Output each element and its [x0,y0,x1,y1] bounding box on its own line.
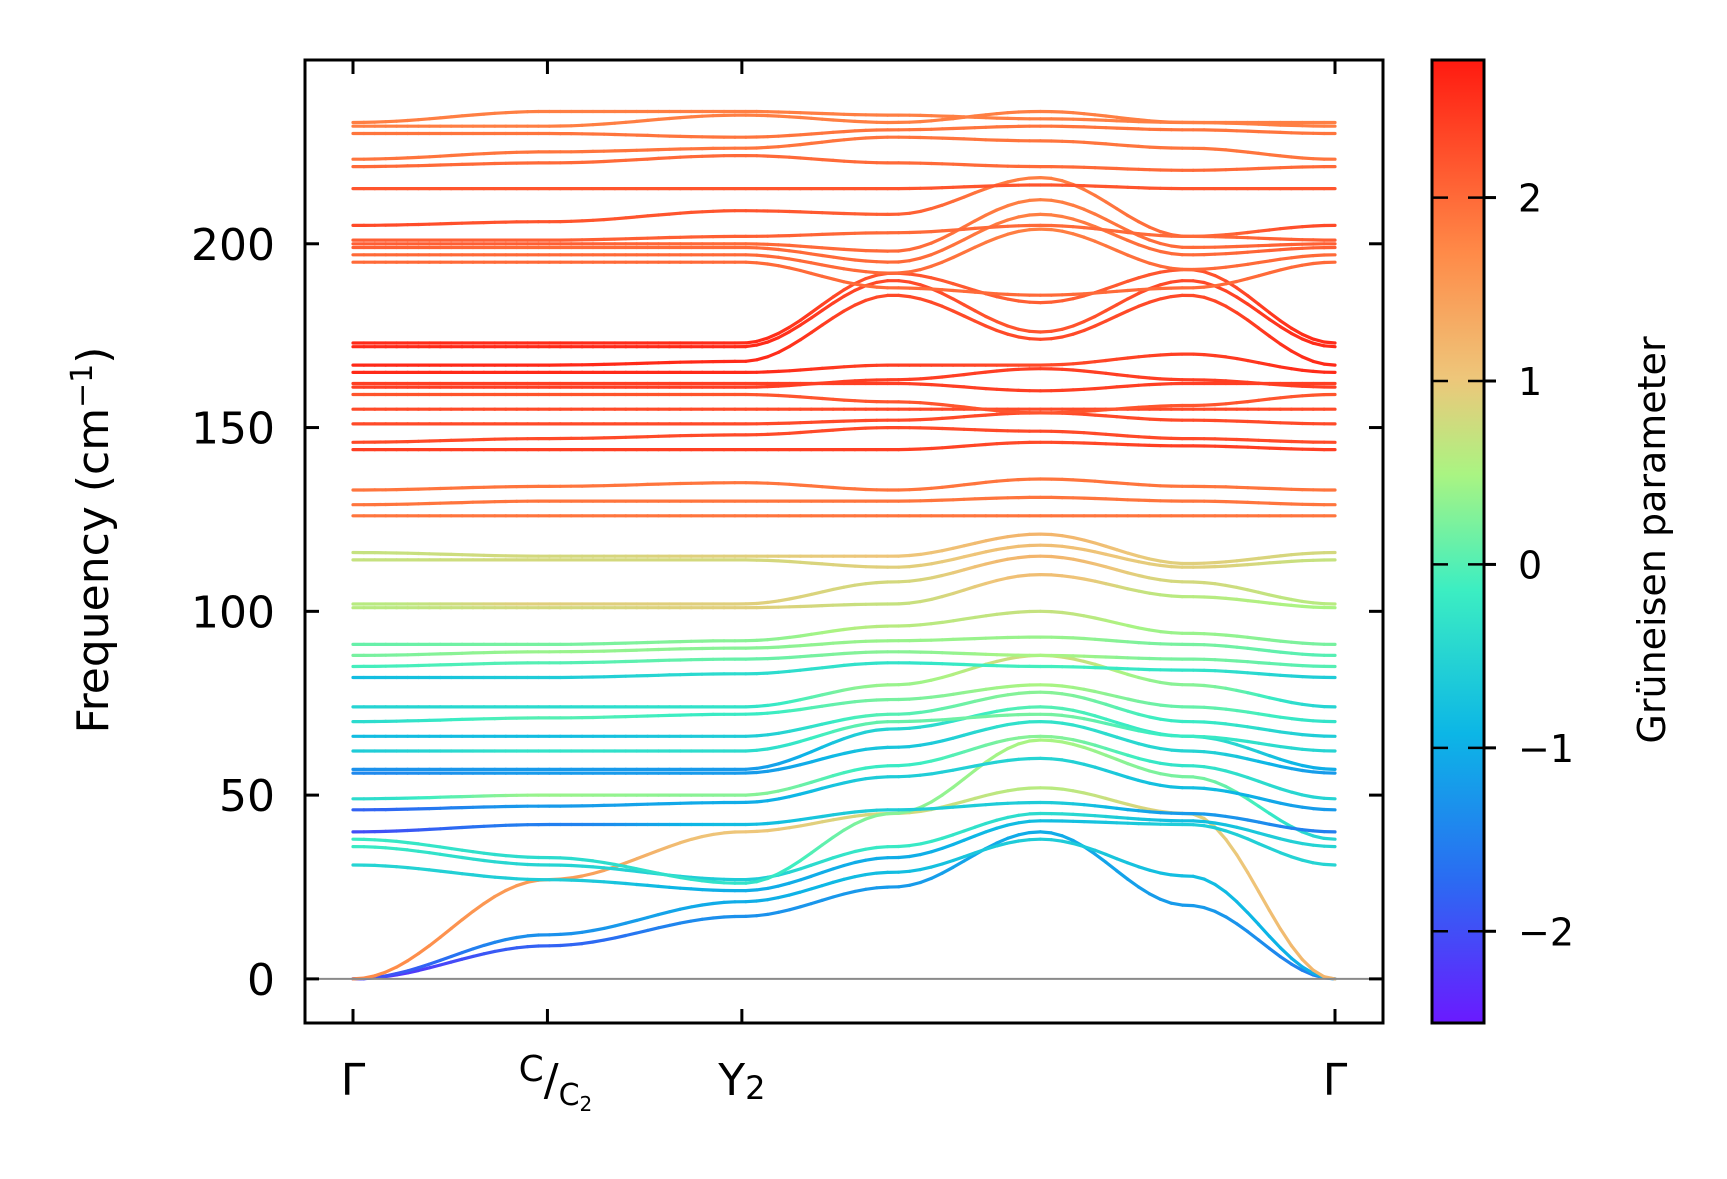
band-27 [351,440,1337,452]
x-tick-label: Y2 [717,1055,765,1107]
y-ticks: 0 50 100 150 200 [191,220,1383,1006]
band-9 [351,734,1337,801]
band-lines [351,109,1337,981]
band-45 [351,154,1337,172]
band-25 [351,495,1337,507]
colorbar [1430,58,1486,1025]
band-28 [351,426,1337,444]
y-tick-label: 50 [219,771,275,822]
band-31 [351,392,1337,415]
band-29 [351,411,1337,426]
band-47 [351,124,1337,139]
band-23 [351,532,1337,566]
y-tick-label: 100 [191,587,275,638]
band-37 [351,268,1337,345]
band-8 [351,756,1337,812]
band-40 [351,212,1337,264]
y-axis-title: Frequency (cm−1) [65,347,119,734]
band-44 [351,183,1337,191]
x-tick-label: C/C2 [519,1049,593,1116]
band-43 [351,176,1337,238]
band-22 [351,543,1337,569]
y-tick-label: 150 [191,404,275,455]
band-19 [351,609,1337,647]
x-tick-label: Γ [341,1055,366,1106]
band-11 [351,705,1337,772]
band-13 [351,690,1337,738]
band-20 [351,572,1337,610]
band-18 [351,635,1337,658]
band-2 [351,837,1337,981]
band-26 [351,477,1337,492]
colorbar-tick-label: 2 [1518,177,1542,221]
band-10 [351,719,1337,775]
band-6 [351,738,1337,885]
band-14 [351,683,1337,724]
band-49 [351,109,1337,125]
colorbar-tick-label: −2 [1518,910,1574,954]
band-17 [351,650,1337,669]
band-33 [351,381,1337,393]
band-35 [351,293,1337,367]
band-41 [351,198,1337,253]
y-tick-label: 0 [247,955,275,1006]
colorbar-tick-label: 0 [1518,543,1542,587]
y-tick-label: 200 [191,220,275,271]
band-5 [351,811,1337,882]
band-12 [351,712,1337,753]
band-39 [351,227,1337,275]
x-ticks: Γ C/C2 Y2 Γ [341,60,1348,1116]
colorbar-ticks: 2 1 0 −1 −2 [1432,177,1574,954]
colorbar-tick-label: −1 [1518,727,1574,771]
band-4 [351,819,1337,893]
band-34 [351,352,1337,374]
band-7 [351,800,1337,834]
colorbar-tick-label: 1 [1518,360,1542,404]
plot-frame [303,58,1385,1025]
band-46 [351,135,1337,161]
band-21 [351,554,1337,606]
band-38 [351,260,1337,297]
band-16 [351,661,1337,680]
x-tick-label: Γ [1323,1055,1348,1106]
band-1 [351,830,1337,981]
colorbar-title: Grüneisen parameter [1630,336,1674,744]
